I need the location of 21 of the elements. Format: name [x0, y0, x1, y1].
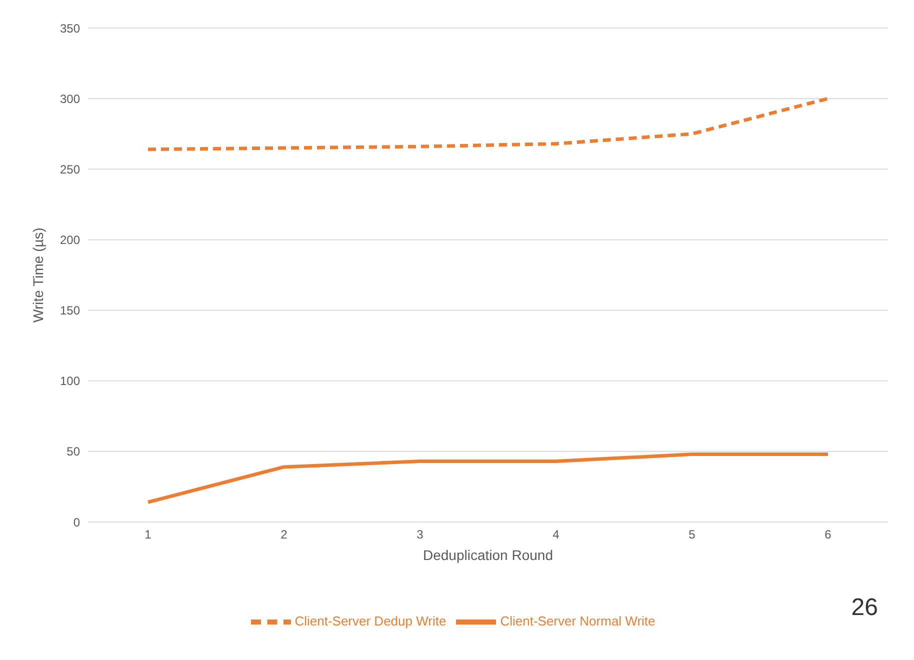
x-tick-label: 3 — [416, 528, 424, 542]
y-tick-label: 0 — [73, 515, 80, 530]
y-tick-label: 150 — [60, 304, 80, 318]
legend-label: Client-Server Normal Write — [500, 613, 656, 628]
x-tick-label: 5 — [688, 528, 696, 542]
legend-label: Client-Server Dedup Write — [294, 613, 446, 628]
y-tick-label: 100 — [60, 374, 80, 388]
x-tick-label: 1 — [144, 528, 152, 542]
y-tick-label: 50 — [66, 444, 80, 459]
x-tick-label: 4 — [552, 528, 560, 542]
x-tick-label: 2 — [280, 528, 288, 542]
y-tick-label: 300 — [60, 92, 80, 106]
text: 26 — [851, 594, 878, 622]
y-tick-label: 250 — [60, 162, 80, 176]
x-axis-title: Deduplication Round — [423, 547, 553, 563]
y-tick-label: 350 — [60, 21, 80, 36]
line-series — [146, 452, 830, 504]
y-tick-label: 200 — [60, 232, 80, 247]
line-series — [146, 96, 830, 152]
x-tick-label: 6 — [824, 528, 832, 542]
y-axis-title: Write Time (µs) — [30, 228, 46, 322]
